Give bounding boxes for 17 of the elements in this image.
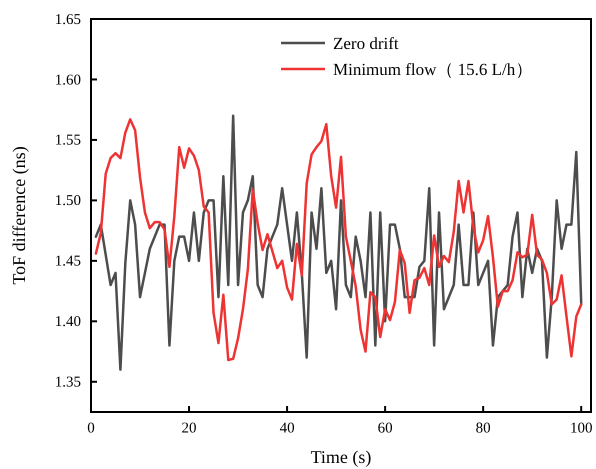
x-tick-label: 80 xyxy=(476,420,491,437)
legend-label: Minimum flow（ 15.6 L/h） xyxy=(333,60,532,79)
x-tick-label: 100 xyxy=(570,420,592,437)
y-axis-title: ToF difference (ns) xyxy=(9,146,29,285)
y-tick-label: 1.65 xyxy=(54,12,81,28)
x-tick-label: 0 xyxy=(87,420,95,437)
y-tick-label: 1.55 xyxy=(54,132,81,149)
y-tick-label: 1.45 xyxy=(54,254,81,270)
x-tick-label: 20 xyxy=(182,420,197,437)
y-tick-label: 1.35 xyxy=(54,374,81,391)
x-axis-title: Time (s) xyxy=(310,447,372,467)
x-tick-label: 40 xyxy=(280,420,295,437)
x-tick-label: 60 xyxy=(378,420,393,437)
y-tick-label: 1.40 xyxy=(54,314,81,330)
y-tick-label: 1.60 xyxy=(54,72,81,88)
y-tick-label: 1.50 xyxy=(54,193,81,210)
legend-label: Zero drift xyxy=(333,34,399,53)
